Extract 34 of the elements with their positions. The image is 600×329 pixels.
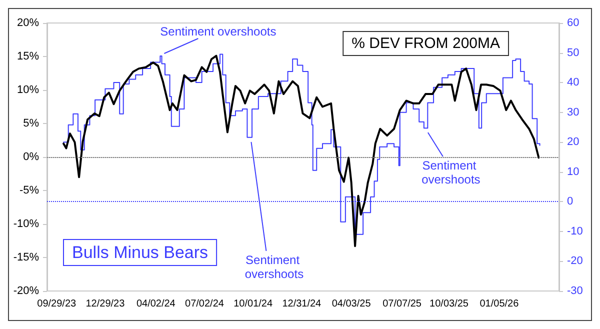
x-tick-label: 09/29/23 (37, 298, 77, 310)
y2-tick-label: 10 (567, 166, 580, 178)
x-tick-label: 07/02/24 (185, 298, 224, 310)
x-tick-label: 10/03/25 (430, 298, 469, 310)
y2-tick-label: 60 (567, 17, 580, 29)
y-tick-label: 5% (23, 118, 40, 130)
y2-tick-label: 30 (567, 106, 580, 118)
x-tick-label: 04/03/25 (332, 298, 372, 310)
x-tick-label: 07/07/25 (382, 298, 422, 310)
y-tick-label: -10% (13, 218, 40, 230)
y-tick-label: -15% (13, 252, 40, 264)
x-tick-label: 12/29/23 (86, 298, 126, 310)
y2-tick-label: -20 (567, 255, 583, 268)
y2-tick-label: 40 (567, 76, 580, 89)
y-tick-label: 0% (23, 151, 40, 163)
y-tick-label: -5% (19, 184, 40, 196)
y-tick-label: 10% (16, 84, 40, 96)
text: % DEV FROM 200MA (352, 35, 500, 52)
annotation: Sentiment overshoots (160, 24, 276, 38)
x-tick-label: 04/02/24 (136, 298, 176, 310)
y2-tick-label: -30 (567, 285, 583, 297)
text: Bulls Minus Bears (72, 243, 208, 262)
x-tick-label: 12/31/24 (282, 298, 322, 310)
y-tick-label: -20% (13, 285, 40, 297)
y2-tick-label: 20 (567, 136, 580, 148)
x-tick-label: 10/01/24 (234, 298, 273, 310)
y2-tick-label: 50 (567, 46, 580, 59)
x-tick-label: 01/05/26 (480, 298, 520, 310)
annotation: Sentiment overshoots (244, 252, 304, 281)
y-tick-label: 15% (16, 50, 40, 62)
annotation: Sentiment overshoots (422, 158, 480, 187)
y2-tick-label: -10 (567, 225, 583, 238)
y2-tick-label: 0 (567, 196, 574, 208)
y-tick-label: 20% (16, 17, 40, 29)
